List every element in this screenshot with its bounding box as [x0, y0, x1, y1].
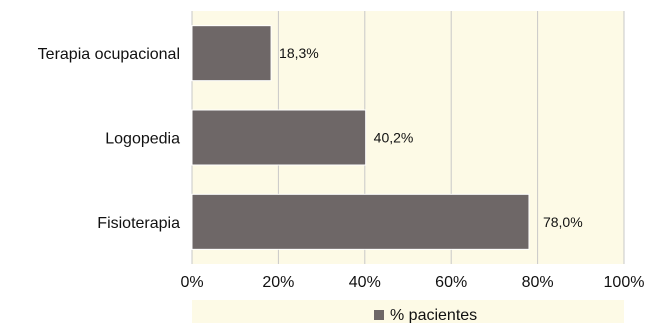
category-label: Fisioterapia: [97, 215, 180, 232]
bar-logopedia: [191, 109, 367, 166]
bar-terapia-ocupacional: [191, 25, 272, 82]
category-label: Terapia ocupacional: [38, 46, 180, 63]
category-labels: Terapia ocupacional Logopedia Fisioterapia: [38, 46, 180, 232]
legend-label: % pacientes: [390, 307, 477, 323]
category-label: Logopedia: [105, 131, 180, 148]
legend: % pacientes: [192, 300, 624, 323]
data-label: 18,3%: [279, 45, 319, 61]
data-label: 78,0%: [543, 214, 583, 230]
x-tick-label: 80%: [522, 274, 554, 291]
legend-swatch: [374, 310, 384, 320]
data-label: 40,2%: [374, 130, 414, 146]
x-tick-label: 60%: [435, 274, 467, 291]
x-axis-tick-labels: 0% 20% 40% 60% 80% 100%: [180, 274, 644, 291]
x-tick-label: 40%: [349, 274, 381, 291]
legend-background: [192, 300, 624, 323]
bar-fisioterapia: [191, 193, 530, 250]
x-tick-label: 100%: [604, 274, 645, 291]
x-tick-label: 0%: [180, 274, 203, 291]
bars: 18,3% 40,2% 78,0%: [191, 25, 583, 250]
x-tick-label: 20%: [262, 274, 294, 291]
